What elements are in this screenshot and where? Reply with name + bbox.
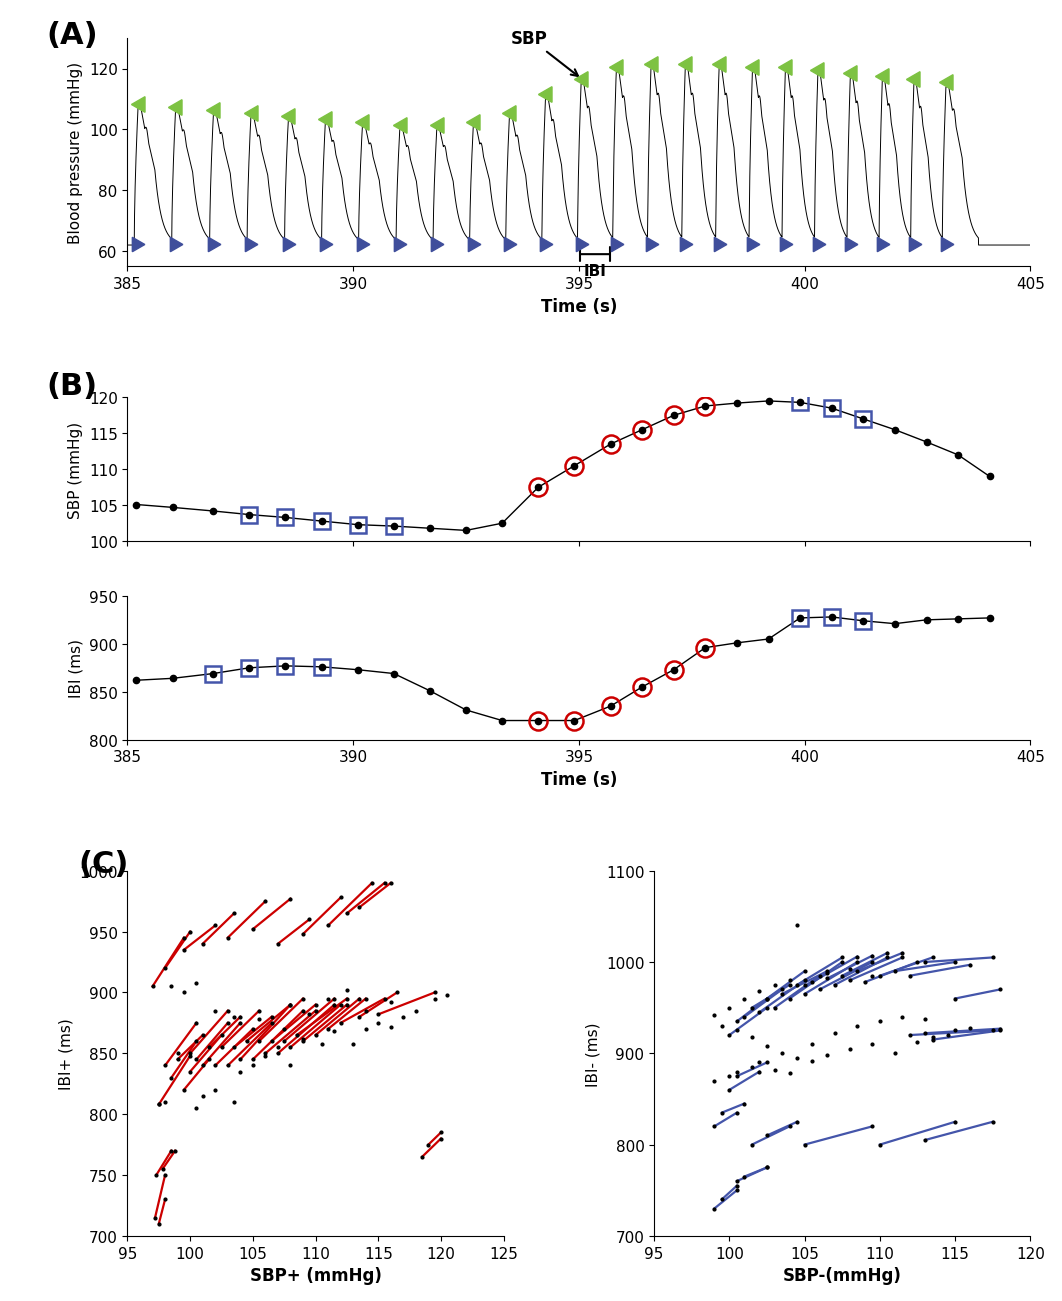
Text: (C): (C) xyxy=(79,850,129,878)
Y-axis label: IBI- (ms): IBI- (ms) xyxy=(585,1021,600,1086)
Text: (A): (A) xyxy=(47,21,98,49)
Y-axis label: SBP (mmHg): SBP (mmHg) xyxy=(68,422,83,518)
Text: (B): (B) xyxy=(47,372,98,401)
X-axis label: Time (s): Time (s) xyxy=(541,298,617,315)
Text: SBP: SBP xyxy=(511,30,578,77)
X-axis label: SBP-(mmHg): SBP-(mmHg) xyxy=(783,1266,902,1284)
X-axis label: SBP+ (mmHg): SBP+ (mmHg) xyxy=(250,1266,381,1284)
Y-axis label: IBI (ms): IBI (ms) xyxy=(68,639,83,697)
Y-axis label: Blood pressure (mmHg): Blood pressure (mmHg) xyxy=(68,62,83,245)
X-axis label: Time (s): Time (s) xyxy=(541,770,617,788)
Text: IBI: IBI xyxy=(584,264,606,278)
Y-axis label: IBI+ (ms): IBI+ (ms) xyxy=(58,1017,73,1089)
